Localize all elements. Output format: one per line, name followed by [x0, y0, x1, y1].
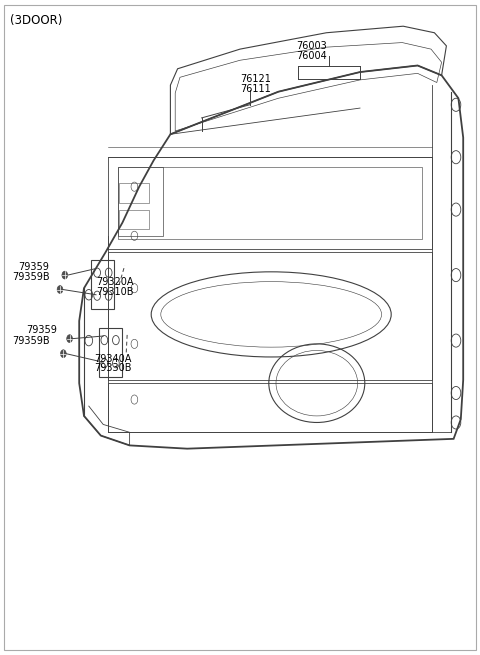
Text: 76003: 76003	[297, 41, 327, 51]
Text: 79320A: 79320A	[96, 277, 133, 287]
Text: 79340A: 79340A	[94, 354, 132, 364]
Circle shape	[62, 271, 68, 279]
Text: 79310B: 79310B	[96, 287, 133, 297]
Circle shape	[67, 335, 72, 343]
Text: 79359B: 79359B	[12, 272, 49, 282]
Text: 79359B: 79359B	[12, 336, 49, 346]
Text: 76121: 76121	[240, 74, 271, 84]
Circle shape	[57, 286, 63, 293]
Text: (3DOOR): (3DOOR)	[10, 14, 62, 28]
Text: 79359: 79359	[26, 326, 57, 335]
Text: 79330B: 79330B	[94, 364, 132, 373]
Text: 76111: 76111	[240, 84, 271, 94]
Text: 76004: 76004	[297, 51, 327, 61]
Text: 79359: 79359	[18, 262, 49, 272]
Circle shape	[60, 350, 66, 358]
